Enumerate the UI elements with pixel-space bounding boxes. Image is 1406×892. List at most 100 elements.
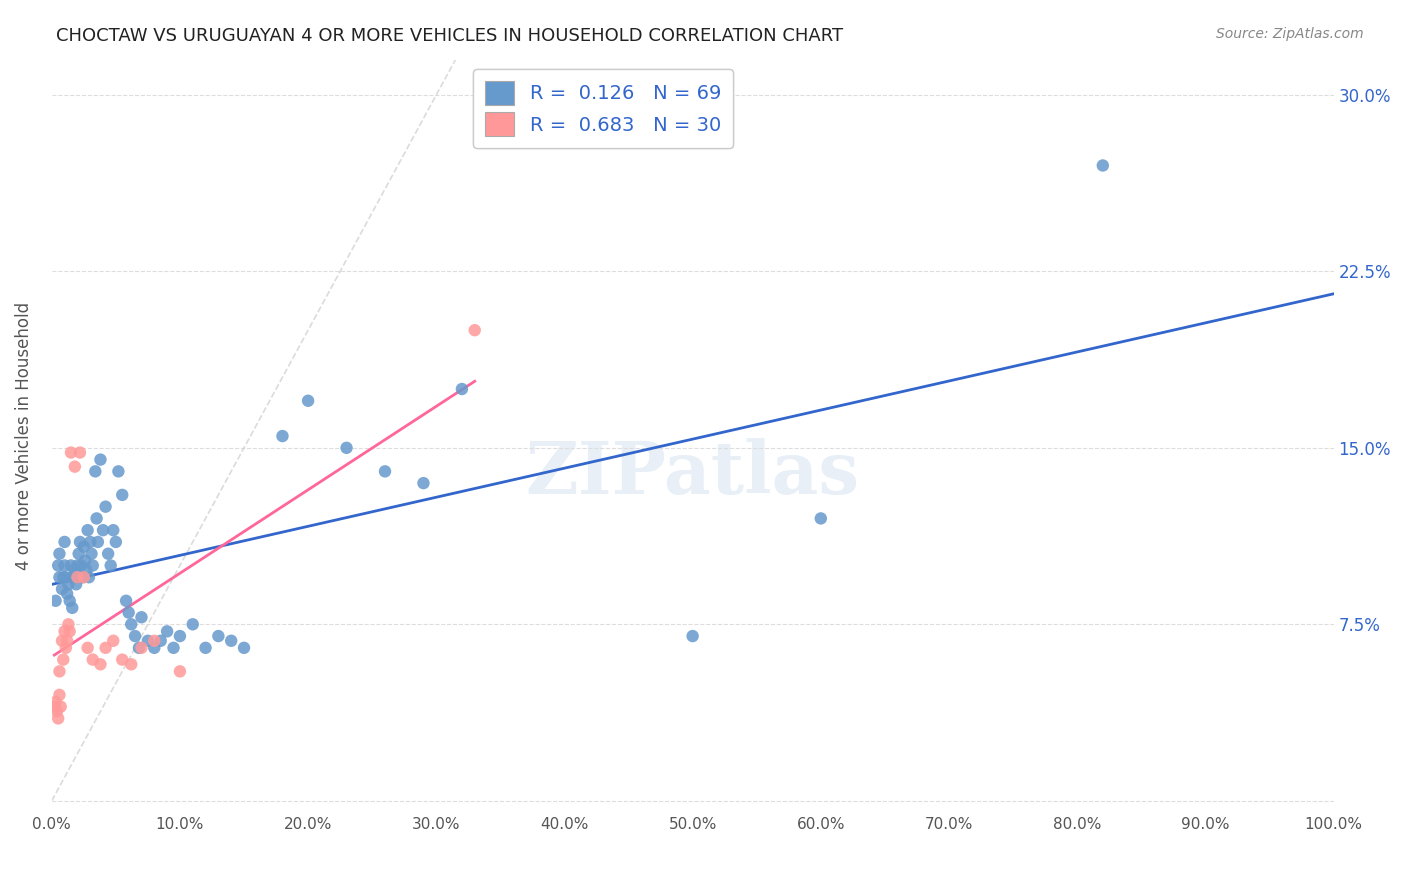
Choctaw — [73, 540, 96, 554]
Text: CHOCTAW VS URUGUAYAN 4 OR MORE VEHICLES IN HOUSEHOLD CORRELATION CHART: CHOCTAW VS URUGUAYAN 4 OR MORE VEHICLES … — [56, 27, 844, 45]
Choctaw — [60, 600, 83, 615]
Choctaw — [48, 547, 70, 561]
Uruguayans — [76, 640, 98, 655]
Uruguayans — [45, 695, 67, 709]
Y-axis label: 4 or more Vehicles in Household: 4 or more Vehicles in Household — [15, 302, 32, 570]
Choctaw — [52, 570, 75, 584]
Choctaw — [51, 582, 73, 596]
Choctaw — [53, 535, 76, 549]
Choctaw — [128, 640, 150, 655]
Choctaw — [89, 452, 111, 467]
Uruguayans — [51, 633, 73, 648]
Uruguayans — [89, 657, 111, 672]
Choctaw — [111, 488, 134, 502]
Choctaw — [335, 441, 357, 455]
Choctaw — [682, 629, 704, 643]
Uruguayans — [73, 570, 96, 584]
Choctaw — [66, 558, 89, 573]
Choctaw — [65, 577, 87, 591]
Choctaw — [82, 558, 104, 573]
Uruguayans — [143, 633, 166, 648]
Choctaw — [810, 511, 832, 525]
Choctaw — [80, 547, 103, 561]
Uruguayans — [69, 445, 91, 459]
Uruguayans — [111, 652, 134, 666]
Choctaw — [60, 570, 83, 584]
Choctaw — [271, 429, 294, 443]
Choctaw — [169, 629, 191, 643]
Legend: R =  0.126   N = 69, R =  0.683   N = 30: R = 0.126 N = 69, R = 0.683 N = 30 — [474, 70, 733, 148]
Choctaw — [181, 617, 204, 632]
Choctaw — [97, 547, 120, 561]
Choctaw — [59, 594, 82, 608]
Uruguayans — [46, 711, 69, 725]
Choctaw — [131, 610, 153, 624]
Choctaw — [124, 629, 146, 643]
Uruguayans — [56, 633, 79, 648]
Choctaw — [162, 640, 184, 655]
Uruguayans — [94, 640, 117, 655]
Uruguayans — [45, 704, 67, 718]
Choctaw — [143, 640, 166, 655]
Choctaw — [451, 382, 474, 396]
Uruguayans — [120, 657, 142, 672]
Choctaw — [374, 464, 396, 478]
Choctaw — [69, 535, 91, 549]
Choctaw — [156, 624, 179, 639]
Uruguayans — [48, 665, 70, 679]
Choctaw — [120, 617, 142, 632]
Choctaw — [412, 476, 434, 491]
Choctaw — [115, 594, 138, 608]
Uruguayans — [48, 688, 70, 702]
Choctaw — [79, 535, 101, 549]
Choctaw — [219, 633, 242, 648]
Uruguayans — [103, 633, 125, 648]
Choctaw — [77, 570, 100, 584]
Uruguayans — [58, 617, 80, 632]
Uruguayans — [59, 624, 82, 639]
Choctaw — [207, 629, 229, 643]
Choctaw — [1091, 159, 1114, 173]
Choctaw — [53, 558, 76, 573]
Choctaw — [100, 558, 122, 573]
Uruguayans — [52, 652, 75, 666]
Choctaw — [91, 523, 114, 537]
Choctaw — [297, 393, 319, 408]
Choctaw — [63, 563, 86, 577]
Choctaw — [75, 563, 97, 577]
Choctaw — [118, 606, 141, 620]
Choctaw — [103, 523, 125, 537]
Uruguayans — [44, 699, 66, 714]
Choctaw — [72, 570, 94, 584]
Choctaw — [58, 577, 80, 591]
Choctaw — [67, 547, 90, 561]
Choctaw — [70, 558, 93, 573]
Uruguayans — [131, 640, 153, 655]
Choctaw — [75, 554, 97, 568]
Choctaw — [194, 640, 217, 655]
Choctaw — [59, 558, 82, 573]
Uruguayans — [169, 665, 191, 679]
Text: Source: ZipAtlas.com: Source: ZipAtlas.com — [1216, 27, 1364, 41]
Choctaw — [56, 587, 79, 601]
Choctaw — [45, 594, 67, 608]
Choctaw — [84, 464, 107, 478]
Choctaw — [104, 535, 127, 549]
Choctaw — [86, 511, 108, 525]
Choctaw — [233, 640, 256, 655]
Uruguayans — [464, 323, 486, 337]
Choctaw — [87, 535, 110, 549]
Choctaw — [149, 633, 172, 648]
Uruguayans — [63, 459, 86, 474]
Text: ZIPatlas: ZIPatlas — [526, 438, 859, 509]
Uruguayans — [53, 624, 76, 639]
Choctaw — [107, 464, 129, 478]
Uruguayans — [55, 640, 77, 655]
Uruguayans — [59, 445, 82, 459]
Choctaw — [76, 523, 98, 537]
Choctaw — [46, 558, 69, 573]
Choctaw — [55, 570, 77, 584]
Uruguayans — [66, 570, 89, 584]
Choctaw — [94, 500, 117, 514]
Choctaw — [48, 570, 70, 584]
